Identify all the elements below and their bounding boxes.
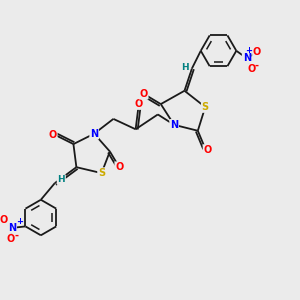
Text: -: - — [14, 231, 19, 241]
Text: +: + — [245, 46, 252, 55]
Text: +: + — [16, 217, 23, 226]
Text: N: N — [8, 223, 16, 233]
Text: H: H — [182, 63, 189, 72]
Text: O: O — [49, 130, 57, 140]
Text: O: O — [140, 89, 148, 99]
Text: O: O — [115, 162, 124, 172]
Text: N: N — [170, 120, 178, 130]
Text: O: O — [7, 234, 15, 244]
Text: N: N — [243, 53, 251, 63]
Text: O: O — [203, 145, 212, 155]
Text: O: O — [134, 99, 143, 109]
Text: N: N — [90, 129, 98, 139]
Text: O: O — [0, 214, 8, 225]
Text: S: S — [98, 168, 105, 178]
Text: H: H — [58, 175, 65, 184]
Text: -: - — [254, 61, 258, 71]
Text: O: O — [247, 64, 255, 74]
Text: O: O — [253, 47, 261, 57]
Text: S: S — [202, 102, 209, 112]
